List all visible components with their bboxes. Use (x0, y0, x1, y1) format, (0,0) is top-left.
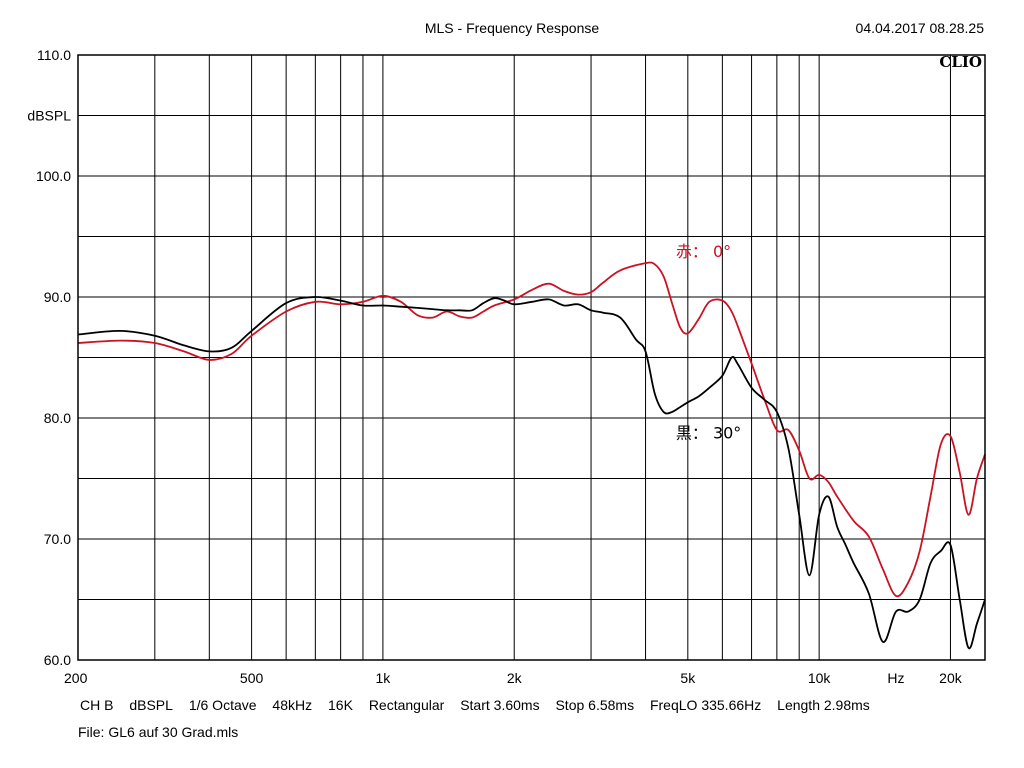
status-channel: CH B (80, 697, 114, 713)
x-tick-label: 5k (680, 670, 696, 686)
chart-title: MLS - Frequency Response (425, 20, 600, 36)
y-tick-label: 80.0 (44, 410, 71, 426)
status-stop: Stop 6.58ms (555, 697, 635, 713)
timestamp: 04.04.2017 08.28.25 (856, 20, 985, 36)
axis-ticks: 110.0 dBSPL 100.0 90.0 80.0 70.0 60.0 200 500 1k 2… (27, 47, 962, 686)
status-sample-rate: 48kHz (272, 697, 313, 713)
series-annotation: 黒： 30° (676, 424, 741, 443)
series-line-black-30deg (77, 296, 986, 650)
x-tick-label: 2k (507, 670, 523, 686)
series-annotation: 赤： 0° (676, 242, 731, 261)
x-tick-label: 20k (939, 670, 963, 686)
series-line-red-0deg (77, 261, 986, 598)
status-smoothing: 1/6 Octave (188, 697, 257, 713)
file-name: File: GL6 auf 30 Grad.mls (78, 724, 239, 740)
status-start: Start 3.60ms (460, 697, 540, 713)
series-annotations: 赤： 0° 黒： 30° (676, 242, 741, 443)
series-lines (77, 261, 986, 650)
y-tick-label: 60.0 (44, 652, 71, 668)
x-tick-label: Hz (887, 670, 904, 686)
y-tick-label: 100.0 (36, 168, 71, 184)
plot-grid (78, 55, 985, 660)
y-tick-label: 110.0 (37, 47, 71, 63)
y-tick-label: 90.0 (44, 289, 71, 305)
y-tick-label: 70.0 (44, 531, 71, 547)
status-freqlo: FreqLO 335.66Hz (649, 697, 762, 713)
status-unit: dBSPL (129, 697, 173, 713)
y-tick-label: dBSPL (27, 108, 71, 124)
x-tick-label: 200 (64, 670, 88, 686)
x-tick-label: 10k (808, 670, 832, 686)
plot-frame (77, 54, 986, 661)
x-tick-label: 500 (240, 670, 264, 686)
x-tick-label: 1k (376, 670, 392, 686)
status-length: Length 2.98ms (777, 697, 870, 713)
status-bar: CH B dBSPL 1/6 Octave 48kHz 16K Rectangu… (80, 697, 870, 713)
status-window: Rectangular (368, 697, 445, 713)
status-size: 16K (328, 697, 353, 713)
